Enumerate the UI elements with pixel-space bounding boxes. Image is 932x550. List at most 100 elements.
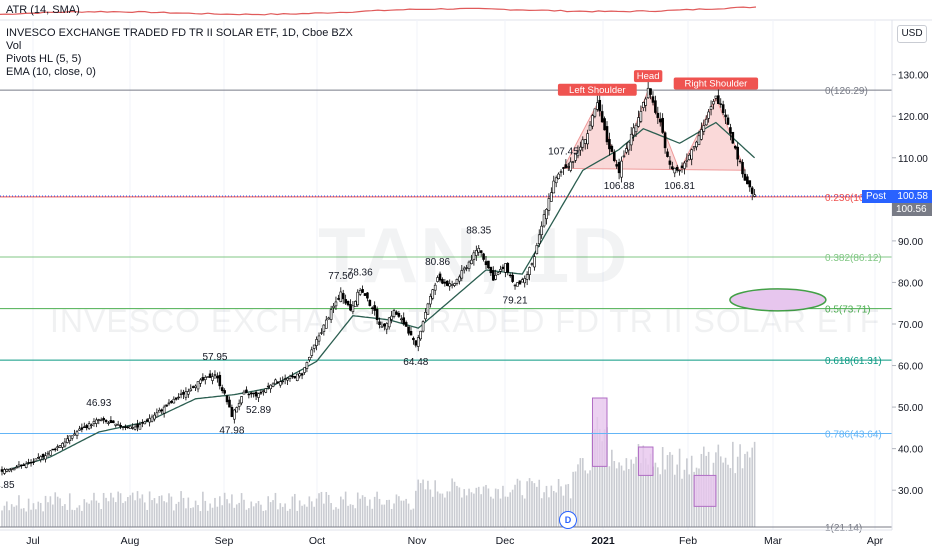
- candle-body: [448, 283, 452, 287]
- watermark-ticker: TAN, 1D: [318, 211, 630, 299]
- candle-body: [34, 458, 38, 462]
- candle-body: [658, 118, 662, 123]
- volume-bar: [664, 469, 666, 527]
- candle-body: [441, 279, 444, 284]
- candle-body: [329, 309, 333, 320]
- volume-bar: [688, 474, 691, 527]
- candle-body: [3, 469, 6, 474]
- candle-body: [276, 381, 280, 384]
- volume-bar: [393, 503, 395, 527]
- pivot-label: 64.48: [403, 357, 428, 368]
- candle-body: [641, 102, 645, 108]
- pivot-label: 106.81: [664, 181, 695, 192]
- candle-body: [363, 293, 367, 296]
- candle-body: [351, 305, 355, 313]
- volume-bar: [369, 499, 371, 527]
- currency-button[interactable]: USD: [897, 25, 927, 43]
- candle-body: [27, 462, 30, 464]
- volume-bar: [20, 508, 23, 527]
- pivots-legend[interactable]: Pivots HL (5, 5): [6, 53, 82, 65]
- volume-bar: [37, 501, 40, 527]
- candle-body: [174, 397, 178, 400]
- candle-body: [324, 319, 328, 329]
- volume-bar: [139, 498, 141, 527]
- vol-legend[interactable]: Vol: [6, 40, 22, 52]
- candle-body: [75, 431, 79, 436]
- candle-body: [644, 98, 648, 106]
- x-tick-label: Sep: [215, 535, 234, 547]
- target-ellipse[interactable]: [729, 288, 827, 312]
- candle-body: [668, 160, 672, 165]
- candle-body: [278, 381, 282, 386]
- volume-bar: [320, 491, 323, 527]
- candle-body: [220, 387, 224, 392]
- candle-body: [102, 418, 105, 421]
- volume-bar: [356, 492, 359, 527]
- dividend-badge[interactable]: D: [559, 511, 577, 529]
- volume-highlight: [591, 397, 608, 467]
- volume-bar: [284, 503, 286, 527]
- volume-bar: [640, 463, 642, 527]
- candle-body: [41, 453, 45, 458]
- candle-body: [533, 256, 536, 268]
- candle-body: [317, 335, 321, 342]
- candle-body: [429, 296, 432, 305]
- volume-bar: [623, 470, 625, 527]
- volume-bar: [439, 493, 441, 527]
- candle-body: [182, 391, 185, 395]
- volume-bar: [395, 494, 398, 527]
- candle-body: [537, 234, 541, 244]
- candle-body: [714, 95, 718, 99]
- y-tick-label: 120.00: [898, 112, 929, 123]
- volume-bar: [627, 469, 630, 527]
- volume-bar: [68, 493, 71, 527]
- candle-body: [702, 125, 706, 132]
- candle-body: [496, 272, 500, 275]
- candle-body: [615, 164, 618, 167]
- volume-bar: [189, 508, 192, 527]
- candle-body: [559, 171, 563, 173]
- volume-bar: [453, 481, 456, 527]
- volume-bar: [364, 496, 366, 527]
- candlesticks: [0, 81, 756, 476]
- candle-body: [97, 419, 101, 421]
- volume-bar: [42, 511, 44, 527]
- volume-bar: [494, 488, 497, 527]
- volume-bar: [255, 503, 257, 527]
- volume-bar: [98, 502, 100, 527]
- volume-bar: [76, 507, 78, 527]
- atr-legend[interactable]: ATR (14, SMA): [6, 4, 80, 16]
- candle-body: [627, 141, 631, 151]
- ema-legend[interactable]: EMA (10, close, 0): [6, 66, 96, 78]
- candle-body: [291, 375, 294, 378]
- candle-body: [540, 225, 543, 235]
- volume-bar: [676, 464, 678, 527]
- candle-body: [252, 392, 255, 395]
- volume-bar: [388, 499, 390, 527]
- volume-bar: [642, 445, 645, 527]
- volume-bar: [630, 459, 632, 527]
- candle-body: [487, 260, 490, 269]
- volume-bar: [197, 505, 199, 527]
- volume-bar: [686, 458, 688, 527]
- candle-body: [491, 270, 495, 281]
- volume-bar: [480, 494, 482, 527]
- candle-body: [283, 378, 287, 380]
- candle-body: [673, 167, 677, 174]
- candle-body: [112, 420, 115, 424]
- candle-body: [39, 456, 43, 460]
- candle-body: [133, 426, 137, 430]
- volume-bar: [606, 427, 608, 527]
- x-tick-label: 2021: [591, 535, 615, 547]
- candle-body: [513, 284, 517, 287]
- volume-bar: [603, 429, 606, 527]
- volume-bar: [470, 492, 473, 527]
- candle-body: [271, 383, 275, 387]
- candle-body: [687, 154, 691, 160]
- pivot-label: 46.93: [86, 398, 111, 409]
- volume-bar: [589, 470, 591, 527]
- candle-body: [385, 323, 389, 330]
- candle-body: [629, 133, 633, 146]
